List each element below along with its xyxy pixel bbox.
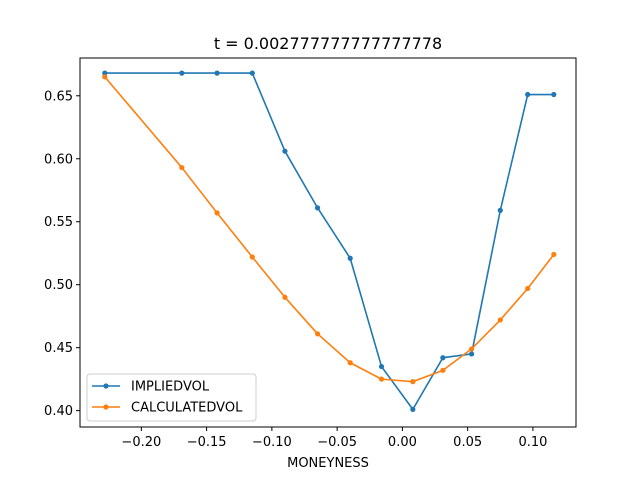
calculatedvol-data-point xyxy=(249,254,255,260)
calculatedvol-data-point xyxy=(347,360,353,366)
calculatedvol-data-point xyxy=(440,367,446,373)
impliedvol-data-point xyxy=(249,70,255,76)
y-tick-label: 0.50 xyxy=(44,278,73,293)
calculatedvol-data-point xyxy=(314,331,321,337)
plot-area xyxy=(102,70,557,412)
y-tick-label: 0.55 xyxy=(44,215,73,230)
impliedvol-legend-label: IMPLIEDVOL xyxy=(131,380,210,395)
impliedvol-data-point xyxy=(410,406,416,412)
impliedvol-data-point xyxy=(179,70,185,76)
calculatedvol-data-point xyxy=(497,317,503,323)
calculatedvol-data-point xyxy=(525,285,531,292)
y-axis: 0.40 0.45 0.50 0.55 0.60 0.65 xyxy=(44,89,80,419)
x-axis-label: MONEYNESS xyxy=(287,456,369,471)
legend-box xyxy=(86,373,257,422)
x-tick-label: 0.05 xyxy=(453,435,482,450)
calculatedvol-data-point xyxy=(410,379,416,385)
legend: IMPLIEDVOL CALCULATEDVOL xyxy=(86,373,257,422)
x-tick-label: 0.00 xyxy=(388,435,417,450)
plot-frame xyxy=(79,57,577,428)
calculatedvol-data-point xyxy=(468,346,475,352)
x-tick-label: −0.10 xyxy=(252,435,292,450)
calculatedvol-data-point xyxy=(179,164,185,171)
calculatedvol-data-point xyxy=(282,294,288,300)
calculatedvol-data-point xyxy=(214,210,220,216)
calculatedvol-data-point xyxy=(551,251,557,258)
calculatedvol-series-line xyxy=(104,76,555,383)
impliedvol-data-point xyxy=(497,207,503,213)
impliedvol-data-point xyxy=(525,91,531,98)
x-axis: −0.20 −0.15 −0.10 −0.05 0.00 0.05 0.10 xyxy=(121,427,547,450)
y-tick-label: 0.40 xyxy=(44,404,73,419)
y-tick-label: 0.60 xyxy=(44,152,73,167)
x-tick-label: −0.15 xyxy=(187,435,227,450)
x-tick-label: −0.05 xyxy=(317,435,357,450)
impliedvol-data-point xyxy=(282,148,288,154)
impliedvol-data-point xyxy=(551,91,557,98)
impliedvol-data-point xyxy=(347,255,353,261)
impliedvol-data-point xyxy=(214,70,220,76)
chart-title: t = 0.002777777777777778 xyxy=(214,34,442,53)
calculatedvol-legend-marker xyxy=(103,404,109,410)
calculatedvol-data-point xyxy=(378,376,385,382)
impliedvol-series-line xyxy=(104,72,554,411)
calculatedvol-data-point xyxy=(102,74,108,80)
impliedvol-data-point xyxy=(468,351,475,357)
impliedvol-data-point xyxy=(378,363,385,370)
y-tick-label: 0.65 xyxy=(44,89,73,104)
impliedvol-legend-marker xyxy=(103,383,109,389)
x-tick-label: −0.20 xyxy=(121,435,161,450)
impliedvol-data-point xyxy=(102,70,108,76)
x-tick-label: 0.10 xyxy=(518,435,547,450)
impliedvol-data-point xyxy=(314,205,321,211)
y-tick-label: 0.45 xyxy=(44,341,73,356)
calculatedvol-legend-label: CALCULATEDVOL xyxy=(131,401,243,416)
impliedvol-data-point xyxy=(440,355,446,361)
